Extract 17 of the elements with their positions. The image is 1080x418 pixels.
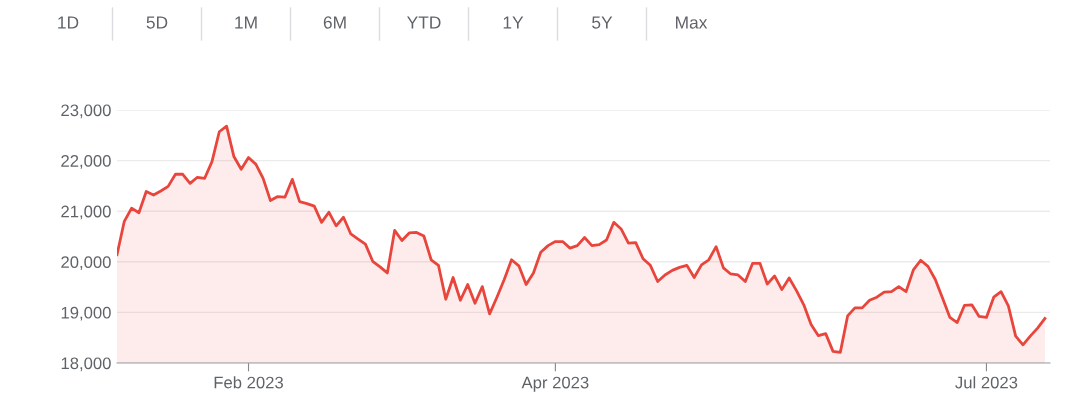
y-tick-label: 21,000 bbox=[61, 205, 111, 220]
y-tick-label: 18,000 bbox=[61, 357, 111, 372]
x-tick-label: Jul 2023 bbox=[955, 376, 1018, 389]
x-tick-label: Apr 2023 bbox=[521, 376, 589, 392]
text: 6M bbox=[323, 16, 346, 29]
text: 1D bbox=[58, 16, 79, 29]
text: Max bbox=[676, 16, 708, 29]
text: 1M bbox=[235, 16, 257, 29]
y-tick-label: 22,000 bbox=[61, 155, 111, 169]
text: 5Y bbox=[592, 16, 613, 29]
y-tick-label: 23,000 bbox=[61, 104, 111, 119]
text: 5D bbox=[146, 16, 168, 29]
text: 1Y bbox=[503, 16, 524, 29]
text: YTD bbox=[407, 16, 441, 29]
y-tick-label: 19,000 bbox=[61, 306, 111, 321]
x-tick-label: Feb 2023 bbox=[214, 376, 283, 389]
y-tick-label: 20,000 bbox=[61, 256, 111, 270]
